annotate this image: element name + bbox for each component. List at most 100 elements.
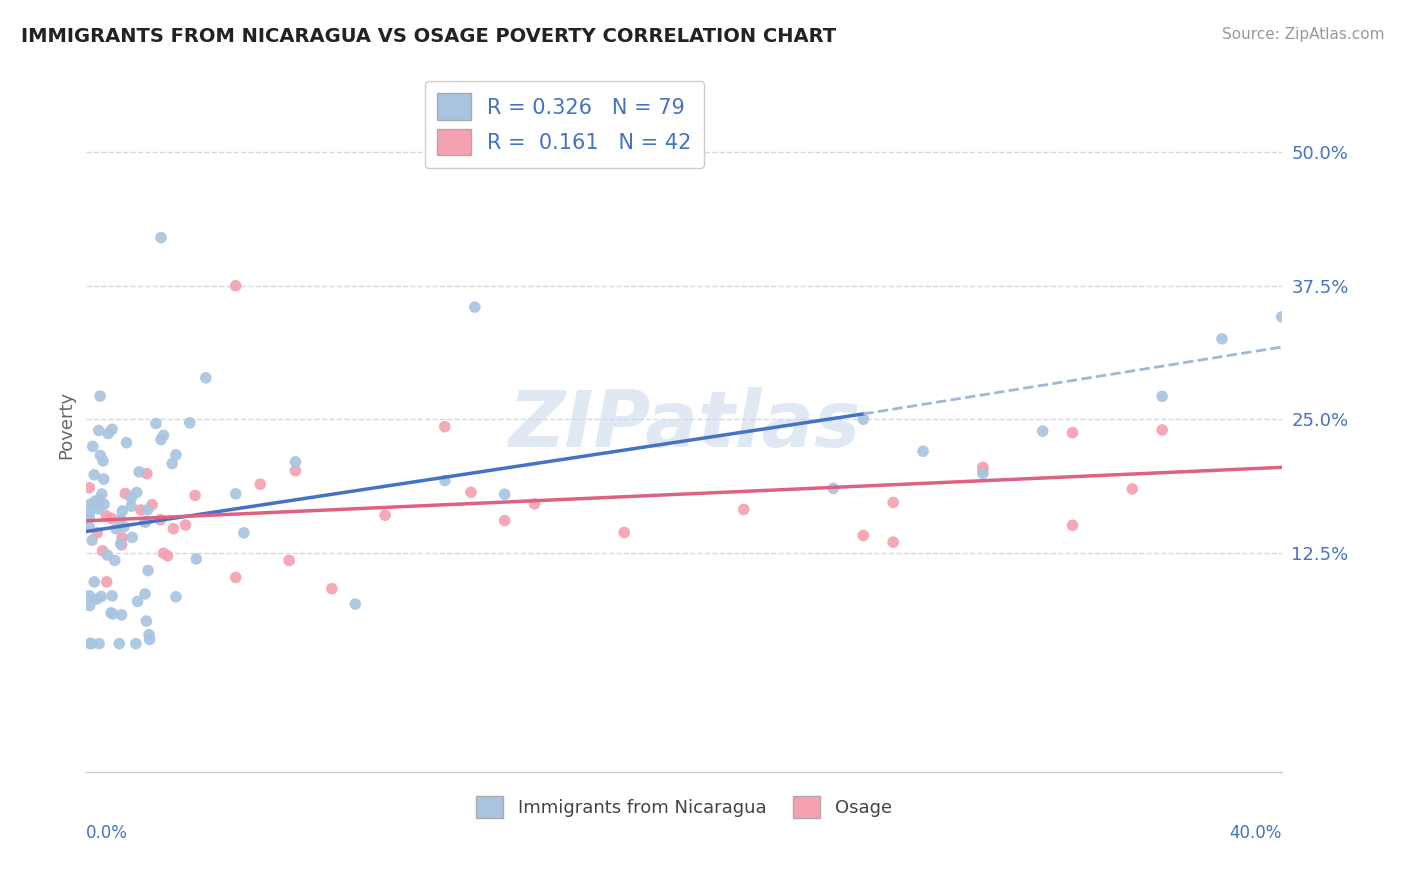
Point (194, 371, 217, 385)
Point (284, 455, 307, 469)
Point (852, 528, 875, 542)
Legend: R = 0.326   N = 79, R =  0.161   N = 42: R = 0.326 N = 79, R = 0.161 N = 42 (425, 81, 704, 168)
Point (972, 463, 994, 477)
Point (141, 498, 163, 512)
Point (162, 522, 184, 536)
Point (1121, 482, 1143, 496)
Point (494, 514, 516, 528)
Point (1152, 423, 1174, 437)
Point (127, 594, 149, 608)
Point (150, 230, 173, 244)
Point (278, 553, 301, 567)
Point (121, 530, 143, 544)
Point (186, 552, 208, 566)
Point (494, 487, 516, 501)
Point (90, 590, 112, 604)
Point (125, 485, 148, 500)
Point (105, 522, 128, 536)
Point (79, 637, 101, 651)
Point (149, 513, 172, 527)
Point (523, 497, 546, 511)
Point (110, 536, 132, 550)
Point (80, 637, 103, 651)
Text: 40.0%: 40.0% (1229, 824, 1282, 842)
Point (912, 444, 935, 458)
Text: 0.0%: 0.0% (86, 824, 128, 842)
Point (225, 487, 247, 501)
Point (145, 417, 167, 431)
Point (86, 592, 108, 607)
Point (232, 525, 254, 540)
Point (321, 582, 343, 596)
Point (374, 508, 396, 523)
Point (77, 520, 100, 534)
Point (152, 546, 174, 560)
Point (89, 492, 111, 507)
Point (129, 503, 152, 517)
Point (97, 426, 120, 441)
Point (125, 637, 148, 651)
Point (101, 422, 124, 436)
Point (882, 495, 904, 509)
Point (344, 597, 367, 611)
Point (77, 481, 100, 495)
Point (90, 487, 112, 501)
Point (87, 502, 110, 516)
Point (156, 549, 179, 563)
Point (79, 497, 101, 511)
Point (112, 519, 135, 533)
Point (1271, 310, 1294, 324)
Point (89, 449, 111, 463)
Point (114, 486, 136, 500)
Point (460, 485, 482, 500)
Point (174, 518, 197, 533)
Y-axis label: Poverty: Poverty (58, 391, 75, 458)
Point (91, 454, 114, 468)
Point (93, 472, 115, 486)
Point (225, 278, 247, 293)
Point (1211, 332, 1233, 346)
Point (134, 587, 156, 601)
Point (83, 467, 105, 482)
Point (733, 502, 755, 516)
Point (101, 589, 124, 603)
Point (115, 435, 138, 450)
Point (852, 412, 875, 426)
Point (225, 570, 247, 584)
Point (972, 467, 994, 481)
Point (79, 599, 101, 613)
Point (120, 491, 142, 505)
Point (111, 504, 134, 518)
Text: Source: ZipAtlas.com: Source: ZipAtlas.com (1222, 27, 1385, 42)
Point (111, 531, 134, 545)
Point (613, 525, 636, 540)
Point (108, 637, 131, 651)
Point (96, 508, 118, 523)
Point (165, 448, 187, 462)
Point (136, 502, 159, 516)
Point (96, 548, 118, 562)
Point (134, 515, 156, 529)
Point (84, 494, 107, 508)
Point (249, 477, 271, 491)
Point (89, 389, 111, 403)
Point (179, 416, 201, 430)
Point (100, 511, 122, 525)
Point (135, 614, 157, 628)
Point (135, 467, 157, 481)
Point (882, 535, 904, 549)
Point (152, 428, 174, 442)
Point (138, 628, 160, 642)
Point (1152, 389, 1174, 403)
Point (82, 533, 104, 548)
Point (135, 515, 157, 529)
Point (101, 607, 124, 621)
Point (100, 606, 122, 620)
Text: ZIPatlas: ZIPatlas (508, 386, 860, 463)
Point (1032, 424, 1054, 438)
Point (86, 525, 108, 540)
Point (823, 482, 845, 496)
Point (160, 457, 183, 471)
Point (433, 474, 456, 488)
Point (77, 589, 100, 603)
